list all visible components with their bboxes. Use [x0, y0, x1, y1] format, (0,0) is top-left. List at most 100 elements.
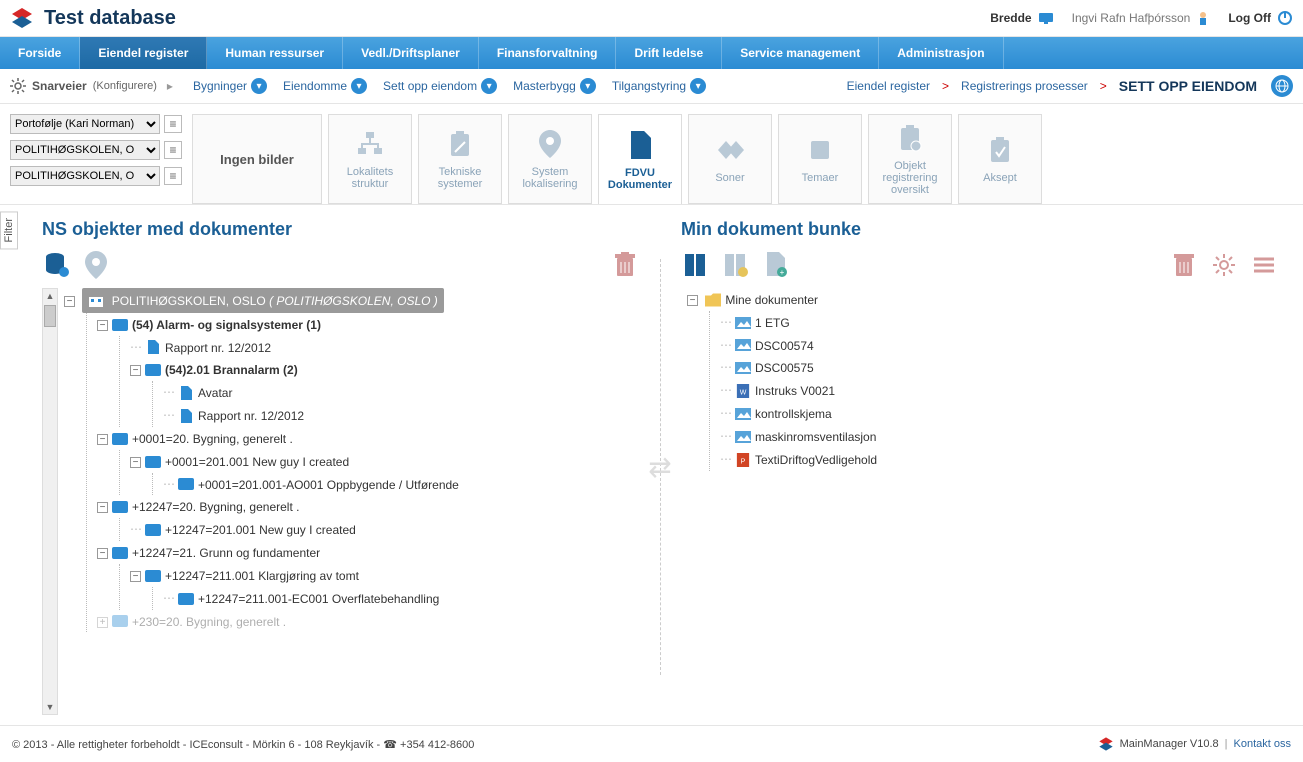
tree-scrollbar[interactable]: ▲▼: [42, 288, 58, 715]
settings-button[interactable]: [1209, 250, 1239, 280]
folder-icon: [705, 293, 721, 307]
breadcrumb-current: SETT OPP EIENDOM: [1119, 78, 1257, 94]
themes-icon: [804, 134, 836, 166]
list-button[interactable]: ≡: [164, 141, 182, 159]
tile-soner[interactable]: Soner: [688, 114, 772, 204]
hierarchy-icon: [354, 128, 386, 160]
system-icon: [112, 318, 128, 332]
doc-item[interactable]: ⋯maskinromsventilasjon: [720, 425, 1279, 448]
tree-leaf[interactable]: ⋯Rapport nr. 12/2012: [163, 404, 640, 427]
list-button[interactable]: ≡: [164, 167, 182, 185]
doc-item[interactable]: ⋯WInstruks V0021: [720, 379, 1279, 402]
tree-node[interactable]: −(54) Alarm- og signalsystemer (1): [97, 313, 640, 336]
nav-tab-eiendel-register[interactable]: Eiendel register: [80, 37, 207, 69]
tile-system-lokalisering[interactable]: System lokalisering: [508, 114, 592, 204]
nav-tab-human-ressurser[interactable]: Human ressurser: [207, 37, 343, 69]
shortcuts-config[interactable]: Konfigurere: [93, 80, 157, 92]
collapse-icon[interactable]: −: [97, 320, 108, 331]
tree-node[interactable]: −+12247=211.001 Klargjøring av tomt: [130, 564, 640, 587]
dropdown-portfolio[interactable]: Portofølje (Kari Norman): [10, 114, 160, 134]
nav-tab-drift-ledelse[interactable]: Drift ledelse: [616, 37, 722, 69]
nav-tab-finansforvaltning[interactable]: Finansforvaltning: [479, 37, 617, 69]
tree-node[interactable]: −+12247=21. Grunn og fundamenter: [97, 541, 640, 564]
shortcuts-separator: ▸: [167, 79, 173, 93]
tile-temaer[interactable]: Temaer: [778, 114, 862, 204]
footer-contact-link[interactable]: Kontakt oss: [1234, 738, 1291, 750]
chip-bygninger[interactable]: Bygninger▾: [193, 78, 267, 94]
tree-root[interactable]: − POLITIHØGSKOLEN, OSLO ( POLITIHØGSKOLE…: [64, 288, 640, 313]
pin-add-icon[interactable]: [82, 250, 112, 280]
doc-item[interactable]: ⋯1 ETG: [720, 311, 1279, 334]
user-menu[interactable]: Ingvi Rafn Hafþórsson: [1072, 10, 1211, 26]
chip-eiendomme[interactable]: Eiendomme▾: [283, 78, 367, 94]
dropdown-site-2[interactable]: POLITIHØGSKOLEN, O: [10, 166, 160, 186]
file-icon: [178, 409, 194, 423]
collapse-icon[interactable]: −: [130, 365, 141, 376]
tree-node[interactable]: −+12247=20. Bygning, generelt .: [97, 495, 640, 518]
tree-node-cut[interactable]: ++230=20. Bygning, generelt .: [97, 610, 640, 633]
right-tree: − Mine dokumenter ⋯1 ETG⋯DSC00574⋯DSC005…: [681, 288, 1279, 715]
collapse-icon[interactable]: −: [97, 548, 108, 559]
system-icon: [145, 569, 161, 583]
list-button[interactable]: ≡: [164, 115, 182, 133]
chip-masterbygg[interactable]: Masterbygg▾: [513, 78, 596, 94]
tile-fdvu-dokumenter[interactable]: FDVU Dokumenter: [598, 114, 682, 204]
nav-tab-administrasjon[interactable]: Administrasjon: [879, 37, 1003, 69]
chip-sett-opp-eiendom[interactable]: Sett opp eiendom▾: [383, 78, 497, 94]
database-icon[interactable]: [42, 250, 72, 280]
expand-icon[interactable]: +: [97, 617, 108, 628]
dropdown-site-1[interactable]: POLITIHØGSKOLEN, O: [10, 140, 160, 160]
tree-leaf[interactable]: ⋯Rapport nr. 12/2012: [130, 336, 640, 359]
right-panel: Min dokument bunke + − Mine dokumenter ⋯…: [681, 219, 1279, 715]
doc-item[interactable]: ⋯PTextiDriftogVedligehold: [720, 448, 1279, 471]
tree-node[interactable]: −(54)2.01 Brannalarm (2): [130, 358, 640, 381]
tile-aksept[interactable]: Aksept: [958, 114, 1042, 204]
swap-icon[interactable]: ⇄: [648, 451, 671, 484]
logoff-button[interactable]: Log Off: [1228, 10, 1293, 26]
tile-tekniske-systemer[interactable]: Tekniske systemer: [418, 114, 502, 204]
doc-item[interactable]: ⋯DSC00574: [720, 334, 1279, 357]
building-icon: [88, 294, 104, 308]
tile-objekt-registrering[interactable]: Objekt registrering oversikt: [868, 114, 952, 204]
breadcrumb-2[interactable]: Registrerings prosesser: [961, 79, 1088, 93]
clipboard-icon: [444, 128, 476, 160]
tree-root[interactable]: − Mine dokumenter: [687, 288, 1279, 311]
doc-item[interactable]: ⋯kontrollskjema: [720, 402, 1279, 425]
tree-leaf[interactable]: ⋯Avatar: [163, 381, 640, 404]
nav-tab-forside[interactable]: Forside: [0, 37, 80, 69]
globe-icon[interactable]: [1271, 75, 1293, 97]
tree-node[interactable]: −+0001=20. Bygning, generelt .: [97, 427, 640, 450]
delete-button[interactable]: [1169, 250, 1199, 280]
system-icon: [112, 614, 128, 628]
breadcrumb-1[interactable]: Eiendel register: [847, 79, 930, 93]
app-logo-small-icon: [1098, 736, 1114, 752]
tile-ingen-bilder[interactable]: Ingen bilder: [192, 114, 322, 204]
tree-node[interactable]: −+0001=201.001 New guy I created: [130, 450, 640, 473]
collapse-icon[interactable]: −: [64, 296, 75, 307]
collapse-icon[interactable]: −: [130, 571, 141, 582]
tree-leaf[interactable]: ⋯+12247=211.001-EC001 Overflatebehandlin…: [163, 587, 640, 610]
bredde-toggle[interactable]: Bredde: [990, 11, 1053, 25]
doc-item[interactable]: ⋯DSC00575: [720, 356, 1279, 379]
collapse-icon[interactable]: −: [130, 457, 141, 468]
system-icon: [178, 477, 194, 491]
chip-tilgangstyring[interactable]: Tilgangstyring▾: [612, 78, 706, 94]
chevron-down-icon: ▾: [351, 78, 367, 94]
delete-button[interactable]: [610, 250, 640, 280]
gear-icon[interactable]: [10, 78, 26, 94]
menu-button[interactable]: [1249, 250, 1279, 280]
filter-tab[interactable]: Filter: [0, 211, 18, 249]
file-icon: [178, 386, 194, 400]
binder-cog-icon[interactable]: [721, 250, 751, 280]
tree-leaf[interactable]: ⋯+12247=201.001 New guy I created: [130, 518, 640, 541]
tree-leaf[interactable]: ⋯+0001=201.001-AO001 Oppbygende / Utføre…: [163, 473, 640, 496]
nav-tab-vedl-driftsplaner[interactable]: Vedl./Driftsplaner: [343, 37, 479, 69]
left-panel-title: NS objekter med dokumenter: [42, 219, 640, 240]
binder-icon[interactable]: [681, 250, 711, 280]
tile-lokalitets-struktur[interactable]: Lokalitets struktur: [328, 114, 412, 204]
nav-tab-service-management[interactable]: Service management: [722, 37, 879, 69]
collapse-icon[interactable]: −: [97, 502, 108, 513]
collapse-icon[interactable]: −: [97, 434, 108, 445]
collapse-icon[interactable]: −: [687, 295, 698, 306]
file-add-icon[interactable]: +: [761, 250, 791, 280]
